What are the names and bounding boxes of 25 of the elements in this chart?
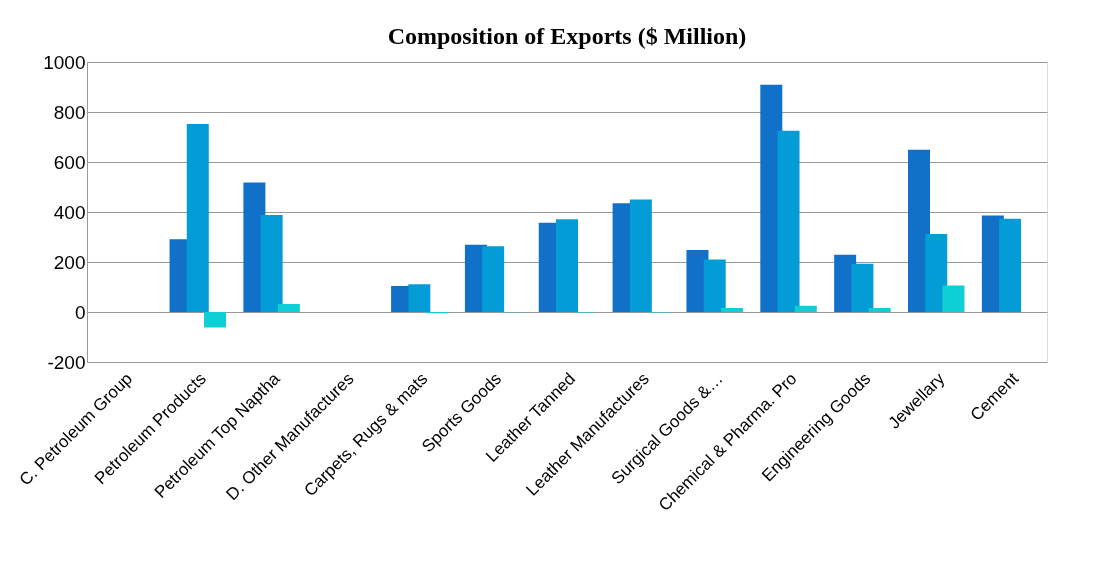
bar <box>851 263 874 312</box>
y-tick-label: 600 <box>53 151 86 173</box>
bar <box>556 219 578 312</box>
bar <box>629 199 652 312</box>
bar <box>277 304 300 312</box>
bar <box>720 308 743 312</box>
bar <box>794 305 817 312</box>
bar <box>408 284 431 312</box>
bar <box>999 218 1022 312</box>
bar <box>925 234 948 312</box>
bar <box>942 285 965 312</box>
bar <box>260 215 283 312</box>
bar <box>482 246 505 312</box>
y-tick-label: 0 <box>74 301 86 323</box>
bar <box>703 259 726 312</box>
bar <box>204 312 226 328</box>
bar <box>868 308 891 312</box>
y-tick-label: -200 <box>47 351 86 373</box>
bar <box>186 124 209 312</box>
y-tick-label: 400 <box>53 201 86 223</box>
y-tick-label: 800 <box>53 101 86 123</box>
bar <box>777 130 800 312</box>
y-tick-label: 200 <box>53 251 86 273</box>
chart-title: Composition of Exports ($ Million) <box>387 23 747 49</box>
y-tick-label: 1000 <box>43 51 86 73</box>
